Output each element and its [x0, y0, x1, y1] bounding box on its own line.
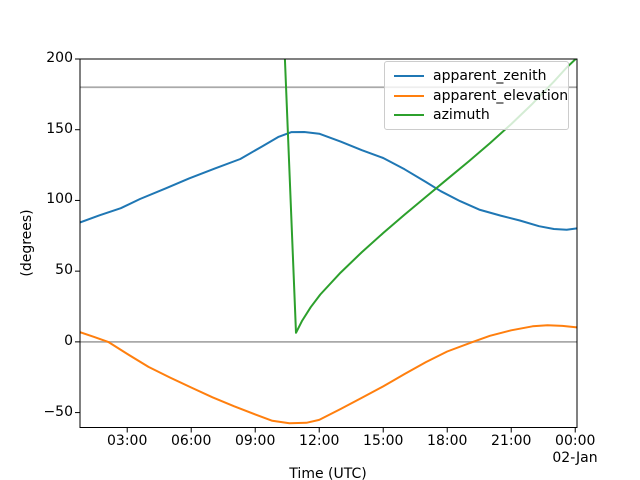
legend: apparent_zenith apparent_elevation azimu…: [384, 61, 569, 130]
y-tick-label: −50: [43, 403, 73, 420]
legend-label: apparent_elevation: [433, 87, 569, 104]
y-tick-label: 0: [64, 332, 73, 349]
series-line-apparent_elevation: [80, 324, 577, 425]
axes-spines: [79, 58, 578, 428]
x-axis-label: Time (UTC): [289, 466, 367, 480]
legend-label: azimuth: [433, 107, 490, 124]
x-tick-label: 09:00: [235, 433, 276, 449]
x-tick-label: 12:00: [299, 433, 340, 449]
y-tick-label: 200: [46, 50, 73, 66]
x-tick-label: 00:00: [555, 433, 596, 449]
legend-line-sample-apparent-elevation: [394, 94, 424, 97]
x-tick-label: 18:00: [427, 433, 468, 449]
x-tick-label: 06:00: [171, 433, 212, 449]
legend-line-sample-azimuth: [394, 114, 424, 117]
series-line-azimuth: [283, 58, 577, 334]
legend-label: apparent_zenith: [433, 67, 547, 84]
legend-item-apparent-zenith: apparent_zenith: [394, 68, 562, 84]
y-tick-label: 50: [55, 262, 73, 279]
legend-item-apparent-elevation: apparent_elevation: [394, 88, 568, 104]
x-tick-label: 15:00: [363, 433, 404, 449]
x-axis-date-label: 02-Jan: [552, 450, 598, 466]
legend-item-azimuth: azimuth: [394, 107, 562, 123]
y-tick-label: 100: [46, 191, 73, 208]
y-tick-label: 150: [46, 120, 73, 137]
legend-line-sample-apparent-zenith: [394, 74, 424, 77]
series-line-apparent_zenith: [80, 131, 577, 231]
x-tick-label: 21:00: [491, 433, 532, 449]
x-tick-label: 03:00: [107, 433, 148, 449]
